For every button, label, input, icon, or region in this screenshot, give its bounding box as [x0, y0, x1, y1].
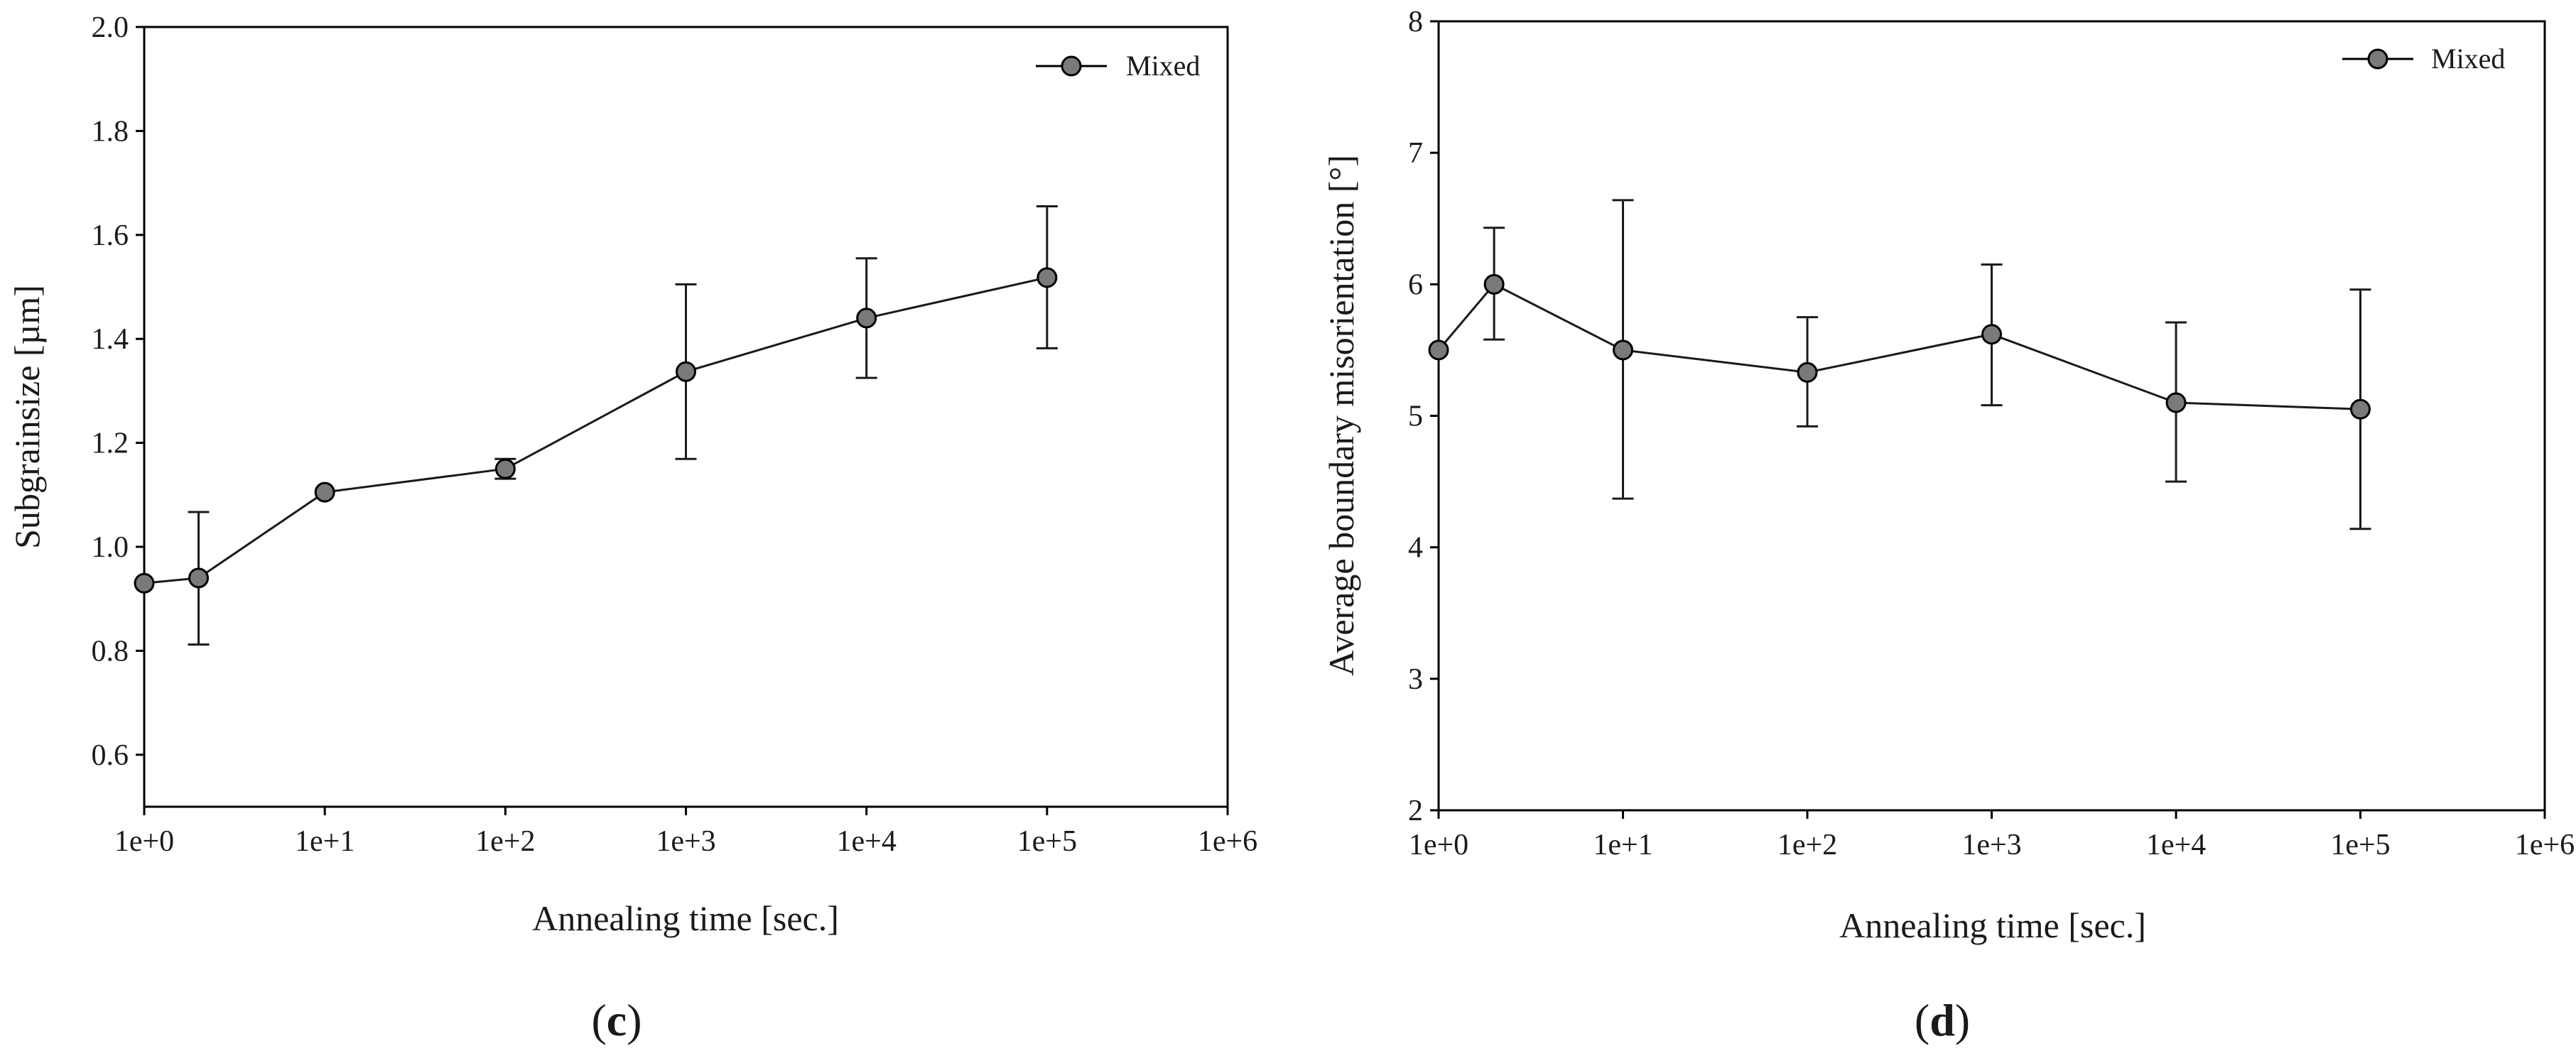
chart-panel-d: 1e+0 1e+1 1e+2 1e+3 1e+4 1e+5 1e+6 2 3 4 5 6 7 8 Mix… — [1321, 6, 2575, 1045]
panel-label-letter: d — [1930, 995, 1955, 1045]
x-tick-label: 1e+1 — [1593, 829, 1652, 861]
legend-marker — [1061, 55, 1082, 77]
x-axis: 1e+0 1e+1 1e+2 1e+3 1e+4 1e+5 1e+6 — [114, 807, 1257, 858]
x-axis: 1e+0 1e+1 1e+2 1e+3 1e+4 1e+5 1e+6 — [1409, 810, 2575, 861]
series-line-mixed — [144, 276, 1048, 584]
panel-label-c: (c) — [591, 995, 642, 1045]
data-point — [1981, 324, 2002, 345]
y-tick-label: 1.8 — [92, 115, 129, 148]
y-tick-label: 0.8 — [92, 635, 129, 668]
legend-label: Mixed — [2431, 43, 2505, 75]
x-tick-label: 1e+5 — [2330, 829, 2390, 861]
data-point — [1483, 273, 1505, 295]
x-tick-label: 1e+4 — [837, 825, 897, 858]
series-line-mixed — [1437, 283, 2361, 410]
data-point — [314, 481, 335, 503]
x-tick-label: 1e+4 — [2146, 829, 2206, 861]
y-axis-title: Average boundary misorientation [°] — [1321, 155, 1361, 676]
panel-label-d: (d) — [1915, 995, 1970, 1045]
error-bars — [1483, 199, 2371, 530]
x-tick-label: 1e+0 — [1409, 829, 1468, 861]
y-tick-label: 5 — [1408, 401, 1423, 433]
panel-label-open: ( — [591, 995, 606, 1045]
y-tick-label: 6 — [1408, 268, 1423, 301]
data-point — [856, 307, 877, 329]
panel-label-close: ) — [627, 995, 642, 1045]
y-tick-label: 3 — [1408, 663, 1423, 696]
data-point — [1613, 339, 1633, 361]
x-tick-label: 1e+6 — [2515, 829, 2575, 861]
x-tick-label: 1e+2 — [475, 825, 535, 858]
y-tick-label: 8 — [1408, 6, 1423, 38]
x-axis-title: Annealing time [sec.] — [532, 898, 839, 938]
data-point — [676, 361, 696, 382]
panel-label-letter: c — [607, 995, 627, 1045]
legend-marker — [2367, 48, 2388, 70]
data-point — [2165, 392, 2187, 413]
y-tick-label: 2 — [1408, 795, 1423, 827]
x-axis-title: Annealing time [sec.] — [1839, 905, 2146, 945]
data-point — [1037, 267, 1058, 288]
data-point — [188, 567, 210, 589]
x-tick-label: 1e+5 — [1017, 825, 1077, 858]
y-tick-label: 0.6 — [92, 739, 129, 772]
x-tick-label: 1e+3 — [1961, 829, 2021, 861]
legend: Mixed — [2342, 43, 2505, 75]
data-point — [494, 458, 516, 479]
x-tick-label: 1e+0 — [114, 825, 174, 858]
y-tick-label: 7 — [1408, 137, 1423, 170]
y-tick-label: 2.0 — [92, 11, 129, 44]
data-point — [1428, 339, 1449, 361]
data-point — [2350, 398, 2371, 420]
error-bars — [188, 205, 1058, 646]
x-tick-label: 1e+2 — [1777, 829, 1837, 861]
panel-label-open: ( — [1915, 995, 1930, 1045]
y-axis: 2 3 4 5 6 7 8 — [1408, 6, 1439, 827]
data-points — [1428, 273, 2371, 420]
legend: Mixed — [1036, 50, 1200, 82]
y-tick-label: 1.2 — [92, 428, 129, 460]
data-points — [134, 267, 1058, 594]
x-tick-label: 1e+6 — [1198, 825, 1257, 858]
series-line — [1437, 283, 2361, 410]
legend-label: Mixed — [1126, 50, 1200, 82]
plot-frame — [1437, 20, 2546, 812]
series-line — [144, 276, 1048, 584]
y-tick-label: 1.6 — [92, 219, 129, 252]
y-axis: 0.6 0.8 1.0 1.2 1.4 1.6 1.8 2.0 — [92, 11, 144, 772]
y-tick-label: 1.0 — [92, 531, 129, 564]
y-axis-title: Subgrainsize [µm] — [7, 285, 47, 549]
data-point — [1797, 361, 1818, 383]
x-tick-label: 1e+3 — [656, 825, 715, 858]
y-tick-label: 1.4 — [92, 323, 129, 356]
x-tick-label: 1e+1 — [295, 825, 355, 858]
data-point — [134, 572, 155, 594]
y-tick-label: 4 — [1408, 532, 1423, 565]
panel-label-close: ) — [1955, 995, 1970, 1045]
chart-panel-c: 1e+0 1e+1 1e+2 1e+3 1e+4 1e+5 1e+6 0.6 0.8 1.0 1.… — [7, 11, 1257, 1045]
